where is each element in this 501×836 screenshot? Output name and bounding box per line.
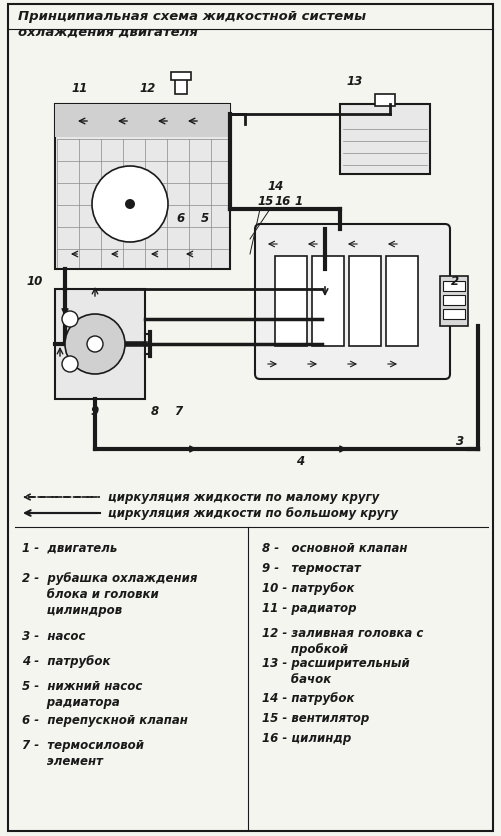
Bar xyxy=(443,296,465,306)
Text: 12 - заливная головка с
       пробкой: 12 - заливная головка с пробкой xyxy=(262,626,423,655)
Text: 1: 1 xyxy=(295,195,303,208)
Bar xyxy=(175,80,187,95)
Text: 11 - радиатор: 11 - радиатор xyxy=(262,601,357,614)
Text: 4 -  патрубок: 4 - патрубок xyxy=(22,655,111,667)
Bar xyxy=(386,257,418,347)
Circle shape xyxy=(62,357,78,373)
Text: 9 -   термостат: 9 - термостат xyxy=(262,561,361,574)
Text: 10 - патрубок: 10 - патрубок xyxy=(262,581,355,594)
Text: 16: 16 xyxy=(275,195,291,208)
Bar xyxy=(55,289,145,400)
Bar xyxy=(443,282,465,292)
Text: 5 -  нижний насос
      радиатора: 5 - нижний насос радиатора xyxy=(22,679,142,708)
Text: 12: 12 xyxy=(140,82,156,95)
Text: 2: 2 xyxy=(451,275,459,288)
Bar xyxy=(171,73,191,81)
Text: циркуляция жидкости по большому кругу: циркуляция жидкости по большому кругу xyxy=(108,507,398,520)
Bar xyxy=(440,277,468,327)
Bar xyxy=(55,104,230,138)
Text: 8 -   основной клапан: 8 - основной клапан xyxy=(262,542,407,554)
Text: 7 -  термосиловой
      элемент: 7 - термосиловой элемент xyxy=(22,738,144,767)
Text: циркуляция жидкости по малому кругу: циркуляция жидкости по малому кругу xyxy=(108,491,379,504)
Bar xyxy=(55,104,230,270)
Text: 13: 13 xyxy=(347,75,363,88)
Text: 14: 14 xyxy=(268,180,284,193)
Text: 4: 4 xyxy=(296,455,304,467)
Text: 7: 7 xyxy=(174,405,182,417)
Bar xyxy=(443,309,465,319)
Text: 9: 9 xyxy=(91,405,99,417)
Text: 16 - цилиндр: 16 - цилиндр xyxy=(262,732,351,744)
Bar xyxy=(275,257,307,347)
Circle shape xyxy=(65,314,125,375)
Bar xyxy=(349,257,381,347)
Text: 15: 15 xyxy=(258,195,274,208)
Text: 3: 3 xyxy=(456,435,464,447)
Text: 10: 10 xyxy=(27,275,43,288)
Text: 15 - вентилятор: 15 - вентилятор xyxy=(262,711,369,724)
Text: 5: 5 xyxy=(201,212,209,225)
Text: 6 -  перепускной клапан: 6 - перепускной клапан xyxy=(22,713,188,726)
Text: 3 -  насос: 3 - насос xyxy=(22,630,86,642)
Bar xyxy=(312,257,344,347)
Text: 2 -  рубашка охлаждения
      блока и головки
      цилиндров: 2 - рубашка охлаждения блока и головки ц… xyxy=(22,571,197,616)
Bar xyxy=(340,104,430,175)
Circle shape xyxy=(125,200,135,210)
Text: 11: 11 xyxy=(72,82,88,95)
Text: Принципиальная схема жидкостной системы
охлаждения двигателя: Принципиальная схема жидкостной системы … xyxy=(18,10,366,39)
Text: 1 -  двигатель: 1 - двигатель xyxy=(22,542,117,554)
Circle shape xyxy=(92,167,168,242)
Text: 13 - расширительный
       бачок: 13 - расширительный бачок xyxy=(262,656,410,686)
Text: 6: 6 xyxy=(176,212,184,225)
Text: 14 - патрубок: 14 - патрубок xyxy=(262,691,355,704)
FancyBboxPatch shape xyxy=(255,225,450,380)
Text: 8: 8 xyxy=(151,405,159,417)
Circle shape xyxy=(87,337,103,353)
Circle shape xyxy=(62,312,78,328)
Bar xyxy=(375,95,395,107)
